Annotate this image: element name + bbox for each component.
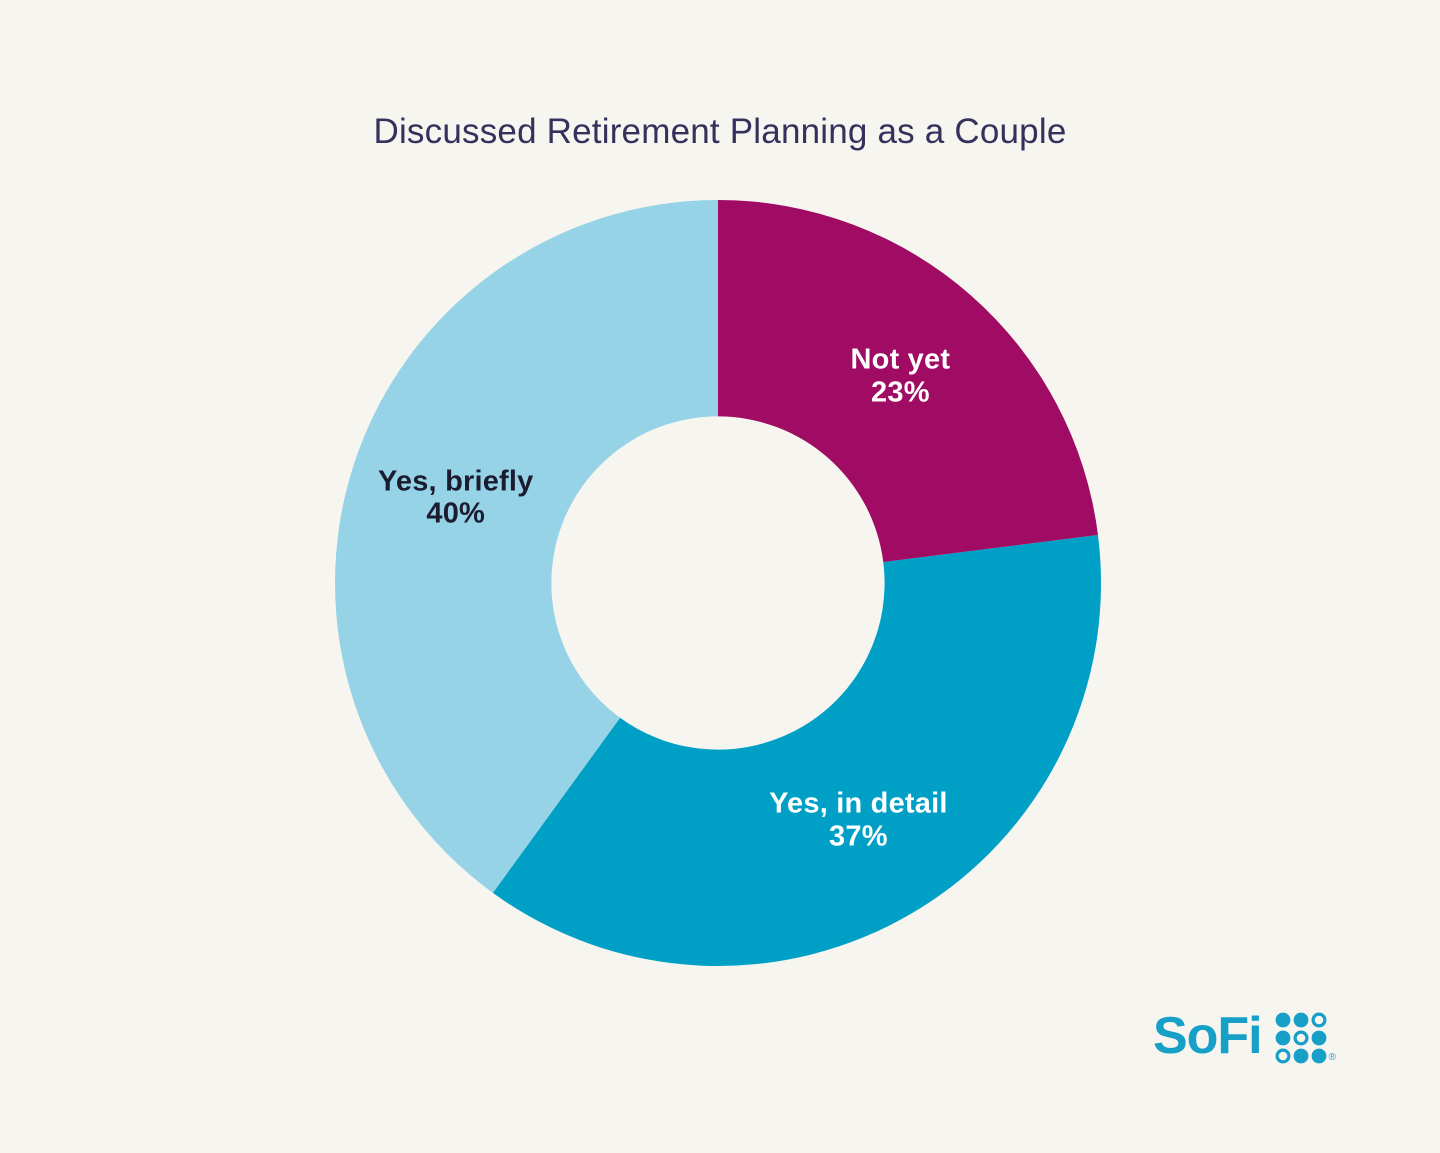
logo-dot-filled [1311, 1048, 1327, 1064]
sofi-logo-dots-icon [1275, 1012, 1327, 1064]
logo-dot-filled [1311, 1030, 1327, 1046]
sofi-logo: SoFi ® [1152, 1007, 1336, 1065]
logo-dot-hollow [1311, 1012, 1327, 1028]
logo-dot-hollow [1275, 1048, 1291, 1064]
donut-slice-yes-briefly [335, 200, 718, 893]
donut-chart [335, 200, 1101, 966]
chart-title: Discussed Retirement Planning as a Coupl… [373, 112, 1067, 151]
donut-slice-not-yet [718, 200, 1098, 563]
donut-slice-yes-in-detail [492, 535, 1101, 966]
donut-svg [335, 200, 1101, 966]
logo-dot-filled [1293, 1012, 1309, 1028]
sofi-logo-text: SoFi [1152, 1007, 1263, 1065]
logo-dot-filled [1275, 1012, 1291, 1028]
logo-dot-hollow [1293, 1030, 1309, 1046]
logo-dot-filled [1275, 1030, 1291, 1046]
logo-dot-filled [1293, 1048, 1309, 1064]
trademark-symbol: ® [1328, 1052, 1336, 1063]
